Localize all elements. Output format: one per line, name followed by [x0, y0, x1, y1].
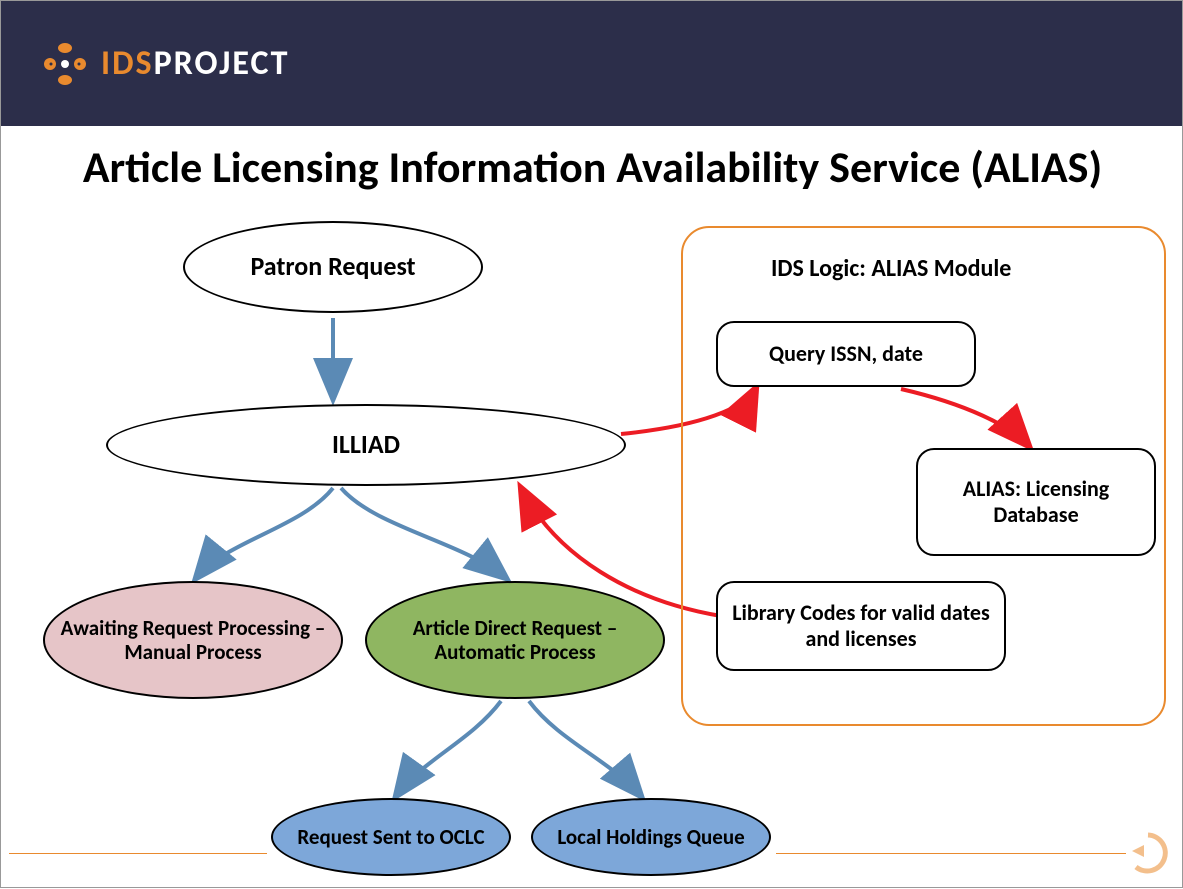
alias-module-title: IDS Logic: ALIAS Module — [771, 254, 1011, 283]
node-alias-database: ALIAS: Licensing Database — [916, 448, 1156, 556]
node-label: Article Direct Request – Automatic Proce… — [367, 616, 663, 664]
node-query-issn: Query ISSN, date — [716, 321, 976, 387]
node-label: ILLIAD — [332, 430, 400, 460]
node-article-direct: Article Direct Request – Automatic Proce… — [365, 581, 665, 699]
header-bar: IDS PROJECT — [1, 1, 1182, 126]
corner-logo-icon — [1126, 831, 1170, 875]
logo-project-text: PROJECT — [154, 43, 290, 84]
page-title: Article Licensing Information Availabili… — [1, 140, 1183, 194]
node-label: Local Holdings Queue — [557, 825, 744, 849]
node-label: Patron Request — [250, 252, 415, 282]
node-label: Awaiting Request Processing – Manual Pro… — [45, 616, 341, 664]
node-label: Query ISSN, date — [769, 341, 923, 367]
node-patron-request: Patron Request — [183, 221, 483, 313]
node-library-codes: Library Codes for valid dates and licens… — [716, 581, 1006, 671]
node-awaiting-request: Awaiting Request Processing – Manual Pro… — [43, 581, 343, 699]
node-local-holdings: Local Holdings Queue — [531, 798, 771, 876]
node-label: Request Sent to OCLC — [297, 825, 484, 849]
logo-icon — [41, 40, 89, 88]
diagram-canvas: Article Licensing Information Availabili… — [1, 126, 1183, 889]
node-request-oclc: Request Sent to OCLC — [271, 798, 511, 876]
ids-project-logo: IDS PROJECT — [41, 40, 289, 88]
node-label: Library Codes for valid dates and licens… — [732, 600, 990, 653]
node-illiad: ILLIAD — [106, 404, 626, 486]
node-label: ALIAS: Licensing Database — [932, 476, 1140, 529]
footer-rule-right — [776, 853, 1126, 854]
footer-rule-left — [9, 853, 267, 854]
logo-text: IDS PROJECT — [101, 43, 289, 84]
logo-ids-text: IDS — [101, 43, 154, 84]
